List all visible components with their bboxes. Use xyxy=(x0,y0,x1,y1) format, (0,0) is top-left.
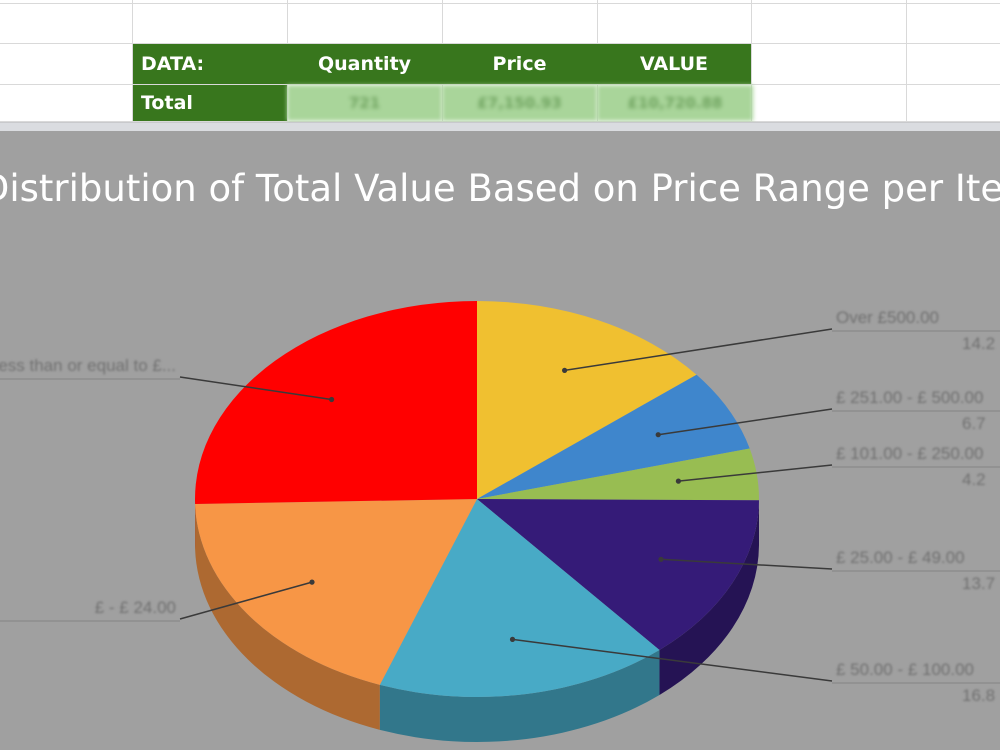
slice-percent-label: 4.2 xyxy=(962,470,986,489)
data-labels: Over £500.00 14.2 £ 251.00 - £ 500.00 6.7 £ … xyxy=(0,308,1000,705)
pie-slice[interactable] xyxy=(477,448,759,501)
header-cell-value[interactable]: VALUE xyxy=(597,44,751,84)
leader-line xyxy=(660,558,833,570)
pie-slices xyxy=(195,301,759,697)
leader-dot xyxy=(655,432,661,438)
leader-dot xyxy=(658,556,664,562)
total-value-cell[interactable]: £10,720.88 xyxy=(597,85,753,121)
pie-slice-side xyxy=(659,500,759,695)
pie-sides xyxy=(195,499,759,742)
slice-category-label: Less than or equal to £... xyxy=(0,356,176,375)
header-cell-data[interactable]: DATA: xyxy=(133,44,287,84)
pie-chart[interactable]: Distribution of Total Value Based on Pri… xyxy=(0,131,1000,750)
pie-slice[interactable] xyxy=(477,301,697,499)
slice-category-label: £ 25.00 - £ 49.00 xyxy=(836,548,965,567)
slice-category-label: £ 101.00 - £ 250.00 xyxy=(836,444,983,463)
pie-slice[interactable] xyxy=(195,499,478,685)
pie-chart-plot: Over £500.00 14.2 £ 251.00 - £ 500.00 6.7 £ … xyxy=(0,301,1000,742)
column-divider xyxy=(132,0,133,122)
leader-line xyxy=(179,581,313,620)
row-divider xyxy=(0,84,1000,85)
slice-category-label: £ 50.00 - £ 100.00 xyxy=(836,660,974,679)
leader-line xyxy=(179,376,332,401)
total-quantity-cell[interactable]: 721 xyxy=(287,85,442,121)
total-price-cell[interactable]: £7,150.93 xyxy=(442,85,597,121)
pie-slice[interactable] xyxy=(477,374,750,499)
spreadsheet-grid: DATA: Quantity Price VALUE Total 721 £7,… xyxy=(0,0,1000,122)
pie-slice[interactable] xyxy=(195,301,478,504)
slice-category-label: Over £500.00 xyxy=(836,308,939,327)
row-divider xyxy=(0,121,1000,122)
leader-dot xyxy=(329,396,335,403)
leader-dot xyxy=(309,579,315,585)
leader-dot xyxy=(562,367,568,373)
header-cell-quantity[interactable]: Quantity xyxy=(287,44,442,84)
leader-line xyxy=(512,638,833,682)
pie-slice[interactable] xyxy=(477,499,759,650)
leader-lines xyxy=(179,328,833,682)
column-divider xyxy=(751,0,752,122)
slice-percent-label: 16.8 xyxy=(962,686,995,705)
pie-slice-side xyxy=(379,649,660,742)
leader-dot xyxy=(675,478,682,484)
leader-line xyxy=(564,328,833,372)
leader-dot xyxy=(509,636,516,642)
leader-line xyxy=(658,408,833,436)
leader-line xyxy=(678,464,833,482)
chart-title: Distribution of Total Value Based on Pri… xyxy=(0,167,1000,210)
column-divider xyxy=(906,0,907,122)
slice-category-label: £ 251.00 - £ 500.00 xyxy=(836,388,983,407)
pie-slice[interactable] xyxy=(379,499,660,697)
row-divider xyxy=(0,3,1000,4)
total-label-cell[interactable]: Total xyxy=(133,85,287,121)
slice-percent-label: 6.7 xyxy=(962,414,986,433)
header-cell-price[interactable]: Price xyxy=(442,44,597,84)
row-divider xyxy=(0,43,1000,44)
chart-border xyxy=(0,122,1000,132)
slice-category-label: £ - £ 24.00 xyxy=(95,598,176,617)
pie-slice-side xyxy=(195,503,380,730)
slice-percent-label: 14.2 xyxy=(962,334,995,353)
slice-percent-label: 13.7 xyxy=(962,574,995,593)
